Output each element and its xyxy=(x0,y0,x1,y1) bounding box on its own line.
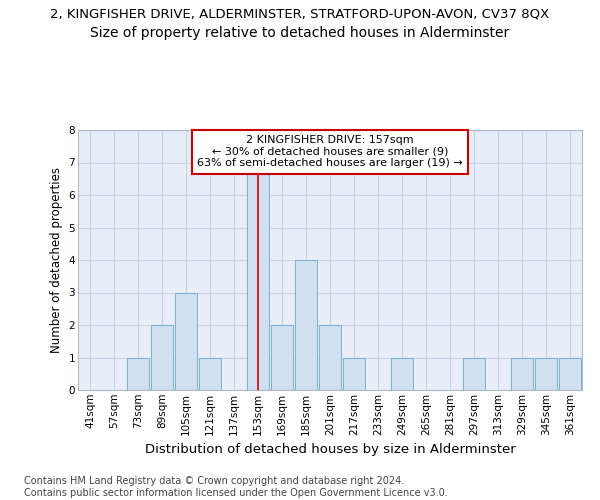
Bar xyxy=(535,358,557,390)
Bar xyxy=(271,325,293,390)
Bar xyxy=(199,358,221,390)
Text: Size of property relative to detached houses in Alderminster: Size of property relative to detached ho… xyxy=(91,26,509,40)
Bar xyxy=(391,358,413,390)
X-axis label: Distribution of detached houses by size in Alderminster: Distribution of detached houses by size … xyxy=(145,443,515,456)
Bar xyxy=(463,358,485,390)
Y-axis label: Number of detached properties: Number of detached properties xyxy=(50,167,63,353)
Bar xyxy=(559,358,581,390)
Bar xyxy=(175,292,197,390)
Text: 2, KINGFISHER DRIVE, ALDERMINSTER, STRATFORD-UPON-AVON, CV37 8QX: 2, KINGFISHER DRIVE, ALDERMINSTER, STRAT… xyxy=(50,8,550,20)
Text: 2 KINGFISHER DRIVE: 157sqm
← 30% of detached houses are smaller (9)
63% of semi-: 2 KINGFISHER DRIVE: 157sqm ← 30% of deta… xyxy=(197,135,463,168)
Bar xyxy=(127,358,149,390)
Bar xyxy=(319,325,341,390)
Bar xyxy=(247,162,269,390)
Bar xyxy=(295,260,317,390)
Bar xyxy=(343,358,365,390)
Bar xyxy=(151,325,173,390)
Text: Contains HM Land Registry data © Crown copyright and database right 2024.
Contai: Contains HM Land Registry data © Crown c… xyxy=(24,476,448,498)
Bar xyxy=(511,358,533,390)
